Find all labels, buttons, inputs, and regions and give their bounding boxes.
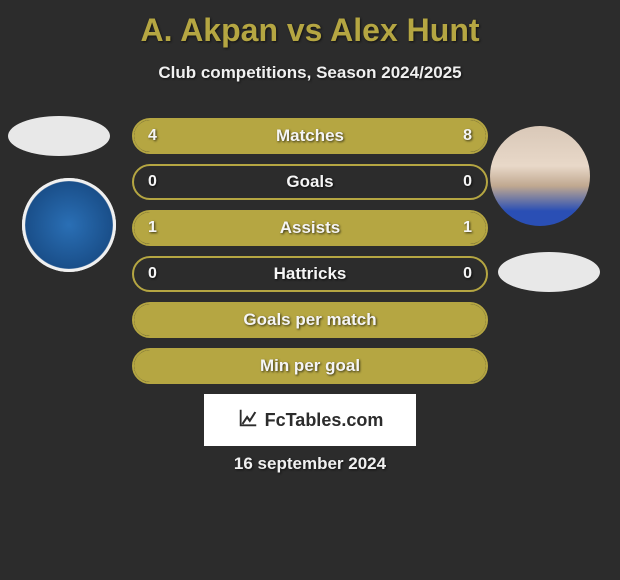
footer-date: 16 september 2024	[0, 454, 620, 474]
bar-label: Goals	[134, 172, 486, 192]
brand-text: FcTables.com	[265, 410, 384, 431]
comparison-bar-row: Goals0 0	[132, 164, 488, 200]
player-left-club-badge	[22, 178, 116, 272]
comparison-bar-row: Min per goal	[132, 348, 488, 384]
comparison-bar-row: Goals per match	[132, 302, 488, 338]
bar-label: Hattricks	[134, 264, 486, 284]
player-right-avatar	[490, 126, 590, 226]
comparison-bar-row: Matches4 8	[132, 118, 488, 154]
bar-value-left: 1	[148, 219, 157, 237]
page-subtitle: Club competitions, Season 2024/2025	[0, 63, 620, 83]
bar-label: Min per goal	[134, 356, 486, 376]
bar-label: Goals per match	[134, 310, 486, 330]
bar-value-left: 4	[148, 127, 157, 145]
bar-value-right: 8	[463, 127, 472, 145]
player-right-club-badge	[498, 252, 600, 292]
bar-label: Matches	[134, 126, 486, 146]
page-title: A. Akpan vs Alex Hunt	[0, 0, 620, 49]
chart-icon	[237, 407, 259, 434]
bar-value-right: 0	[463, 173, 472, 191]
comparison-chart: Matches48Goals00Assists11Hattricks00Goal…	[132, 118, 488, 394]
bar-label: Assists	[134, 218, 486, 238]
bar-value-right: 1	[463, 219, 472, 237]
bar-value-left: 0	[148, 173, 157, 191]
player-left-avatar	[8, 116, 110, 156]
comparison-bar-row: Assists1 1	[132, 210, 488, 246]
brand-box: FcTables.com	[204, 394, 416, 446]
comparison-bar-row: Hattricks0 0	[132, 256, 488, 292]
bar-value-left: 0	[148, 265, 157, 283]
bar-value-right: 0	[463, 265, 472, 283]
